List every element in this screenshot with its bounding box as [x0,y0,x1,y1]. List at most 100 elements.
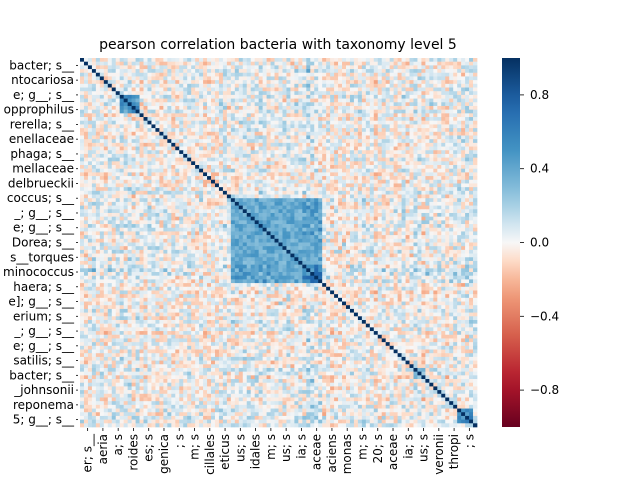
heatmap-cell [310,220,315,225]
heatmap-cell [334,135,339,140]
heatmap-cell [238,183,244,188]
heatmap-cell [473,80,478,85]
heatmap-cell [171,102,176,107]
heatmap-cell [413,150,418,155]
heatmap-cell [294,146,299,151]
heatmap-cell [238,61,244,66]
heatmap-cell [353,120,359,125]
heatmap-cell [453,168,458,173]
heatmap-cell [465,216,470,221]
heatmap-cell [393,76,398,81]
heatmap-cell [361,216,367,221]
heatmap-cell [183,220,188,225]
heatmap-cell [187,190,192,195]
heatmap-cell [242,161,248,166]
heatmap-cell [183,216,188,221]
heatmap-cell [187,220,192,225]
heatmap-cell [222,139,228,144]
heatmap-cell [314,224,319,229]
heatmap-cell [151,183,156,188]
heatmap-cell [246,150,252,155]
heatmap-cell [361,172,367,177]
heatmap-cell [473,65,478,70]
heatmap-cell [127,83,132,88]
heatmap-cell [302,91,307,96]
heatmap-cell [250,139,256,144]
heatmap-cell [246,113,252,118]
heatmap-cell [425,128,430,133]
heatmap-cell [274,198,279,203]
heatmap-cell [111,179,117,184]
heatmap-cell [83,109,89,114]
heatmap-cell [191,190,196,195]
heatmap-cell [330,165,335,170]
heatmap-cell [353,139,359,144]
heatmap-cell [381,61,387,66]
heatmap-cell [91,176,97,181]
heatmap-cell [282,76,287,81]
heatmap-cell [373,146,379,151]
heatmap-cell [262,142,267,147]
heatmap-cell [103,209,109,214]
heatmap-cell [302,142,307,147]
heatmap-cell [226,198,232,203]
heatmap-cell [433,76,438,81]
heatmap-cell [473,113,478,118]
heatmap-cell [377,65,383,70]
heatmap-cell [298,131,303,136]
heatmap-cell [258,128,263,133]
heatmap-cell [203,131,208,136]
heatmap-cell [453,235,458,240]
heatmap-cell [115,142,121,147]
heatmap-cell [405,235,410,240]
heatmap-cell [214,98,220,103]
heatmap-cell [238,168,244,173]
heatmap-cell [147,98,152,103]
heatmap-cell [302,72,307,77]
heatmap-cell [218,153,224,158]
heatmap-cell [127,212,132,218]
heatmap-cell [230,235,236,240]
heatmap-cell [218,235,224,240]
heatmap-cell [417,105,422,111]
heatmap-cell [326,109,331,114]
heatmap-cell [282,135,287,140]
heatmap-cell [457,113,462,118]
heatmap-cell [147,238,152,243]
heatmap-cell [179,131,184,136]
heatmap-cell [401,209,406,214]
heatmap-cell [222,224,228,229]
heatmap-cell [369,157,375,162]
heatmap-cell [80,153,85,158]
heatmap-cell [91,157,97,162]
heatmap-cell [421,120,426,125]
heatmap-cell [199,58,204,63]
heatmap-cell [286,83,291,88]
heatmap-cell [401,168,406,173]
heatmap-cell [342,153,347,158]
heatmap-cell [465,83,470,88]
heatmap-cell [183,102,188,107]
heatmap-cell [171,91,176,96]
heatmap-cell [155,165,160,170]
heatmap-cell [286,165,291,170]
heatmap-cell [369,105,375,111]
heatmap-cell [397,187,402,192]
heatmap-cell [175,176,180,181]
heatmap-cell [119,113,125,118]
heatmap-cell [318,179,323,184]
heatmap-cell [266,146,271,151]
heatmap-cell [377,120,383,125]
heatmap-cell [437,165,442,170]
heatmap-cell [421,61,426,66]
heatmap-cell [207,72,212,77]
heatmap-cell [349,69,355,74]
heatmap-cell [274,69,279,74]
heatmap-cell [342,91,347,96]
heatmap-cell [183,194,188,199]
heatmap-cell [338,165,343,170]
heatmap-cell [270,153,275,158]
heatmap-cell [338,109,343,114]
heatmap-cell [179,61,184,66]
heatmap-cell [99,128,105,133]
